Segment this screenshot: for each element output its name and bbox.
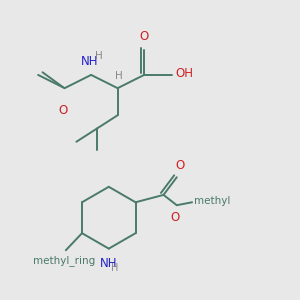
Text: O: O [140,30,149,44]
Text: O: O [175,159,184,172]
Text: H: H [111,263,118,273]
Text: OH: OH [175,67,193,80]
Text: methyl_ring: methyl_ring [33,256,95,266]
Text: H: H [94,51,102,61]
Text: NH: NH [81,55,98,68]
Text: NH: NH [100,257,118,270]
Text: O: O [58,104,68,117]
Text: H: H [115,71,123,81]
Text: O: O [171,211,180,224]
Text: methyl: methyl [194,196,231,206]
